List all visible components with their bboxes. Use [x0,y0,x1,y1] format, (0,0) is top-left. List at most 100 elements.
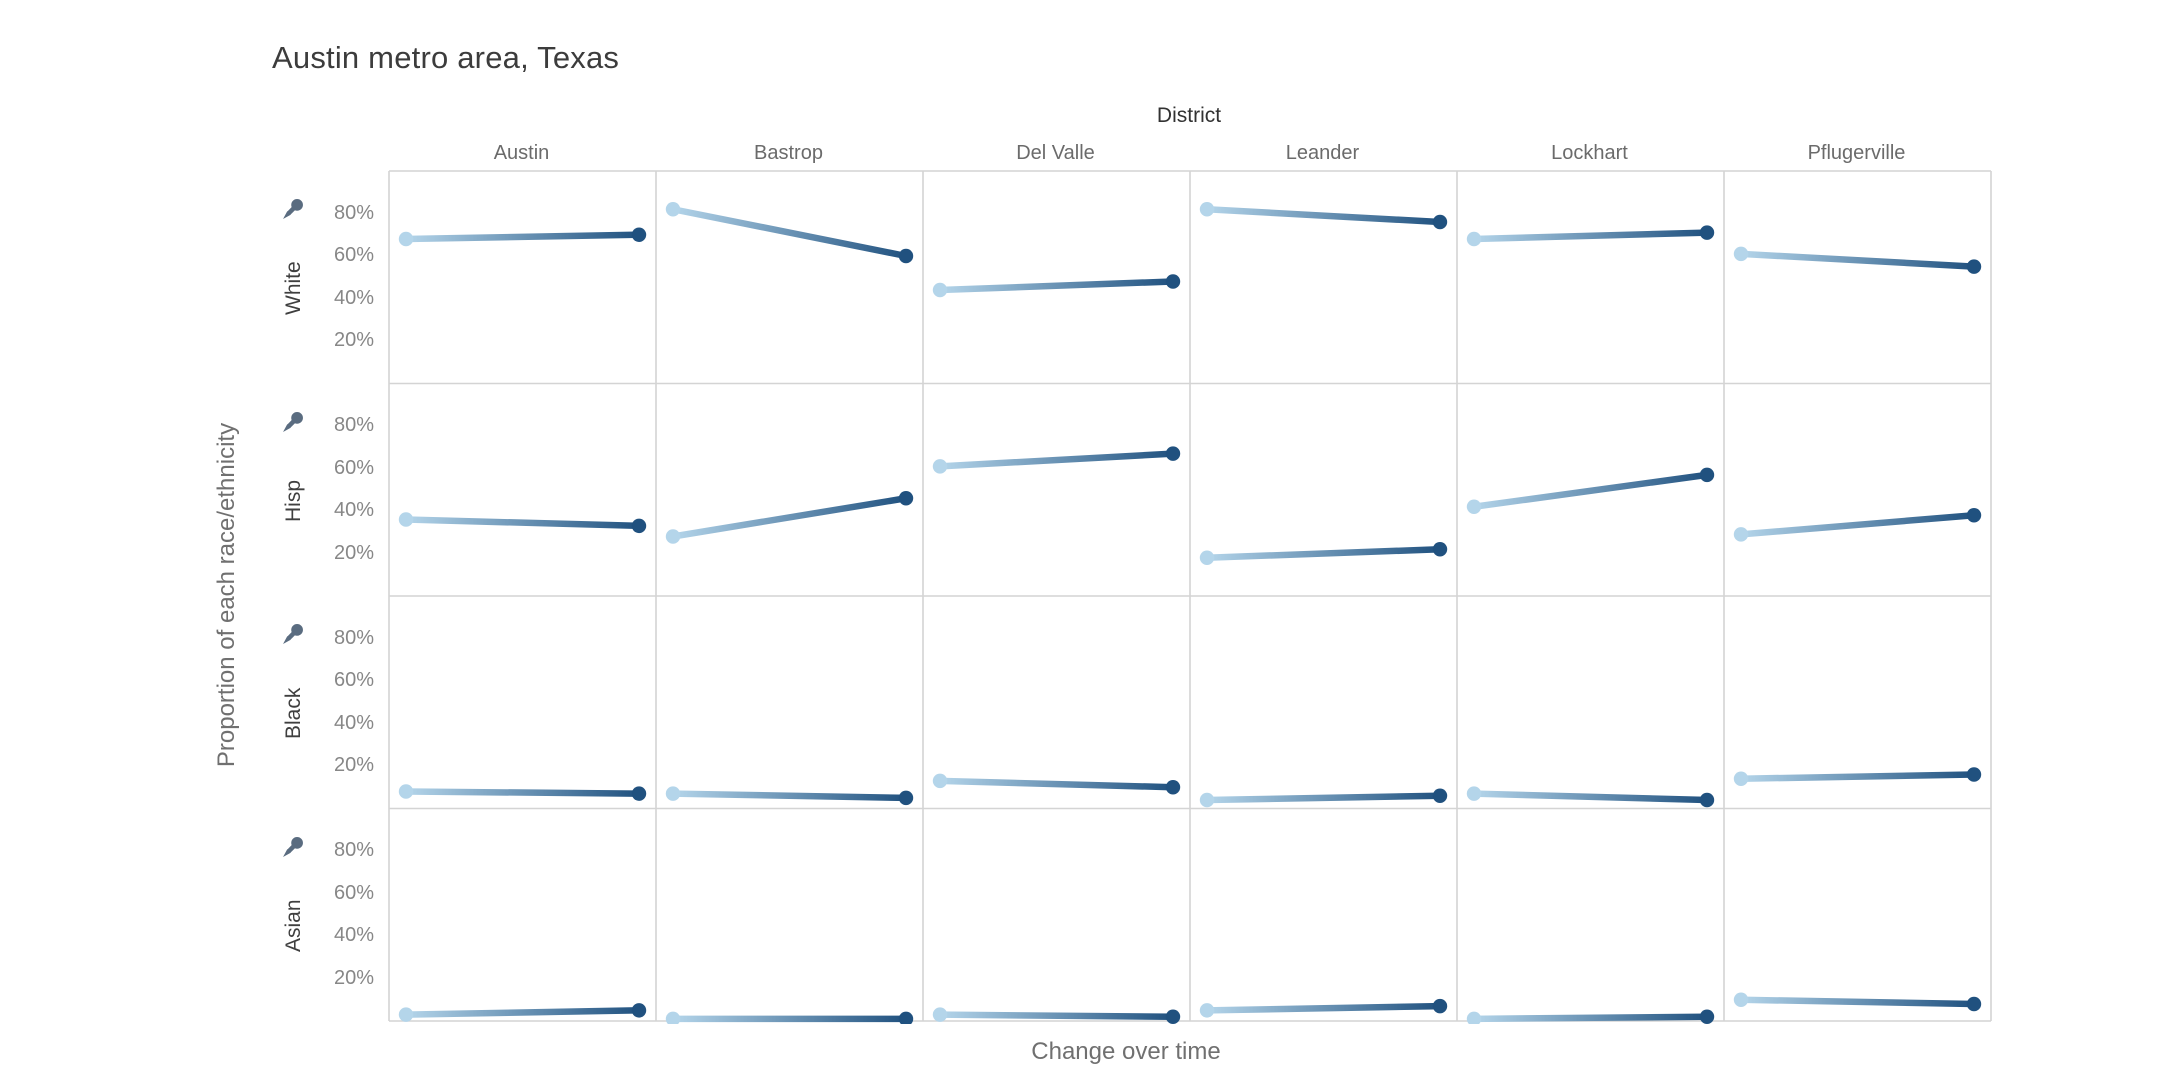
trend-line[interactable] [1737,512,1978,538]
trend-mark-white-del-valle[interactable] [932,274,1181,298]
start-point[interactable] [665,786,681,801]
trend-line[interactable] [1203,546,1444,561]
trend-line[interactable] [1470,471,1711,510]
trend-mark-white-lockhart[interactable] [1466,225,1715,247]
trend-line[interactable] [1203,792,1444,804]
end-point[interactable] [898,1011,914,1024]
end-point[interactable] [631,227,647,242]
end-point[interactable] [1165,446,1181,461]
start-point[interactable] [1733,246,1749,262]
trend-mark-black-bastrop[interactable] [665,786,914,806]
end-point[interactable] [1165,274,1181,289]
start-point[interactable] [932,773,948,789]
end-point[interactable] [631,518,647,534]
trend-mark-hisp-bastrop[interactable] [665,491,914,544]
end-point[interactable] [898,248,914,264]
start-point[interactable] [1199,202,1215,217]
end-point[interactable] [1966,508,1982,523]
trend-mark-hisp-del-valle[interactable] [932,446,1181,474]
trend-line[interactable] [669,495,910,540]
start-point[interactable] [665,202,681,217]
trend-mark-asian-bastrop[interactable] [665,1011,914,1024]
end-point[interactable] [1432,542,1448,557]
trend-mark-black-leander[interactable] [1199,788,1448,808]
row-label-black: Black [282,687,305,739]
pin-icon[interactable] [276,194,308,226]
trend-line[interactable] [402,1007,643,1018]
end-point[interactable] [898,790,914,806]
trend-mark-asian-leander[interactable] [1199,998,1448,1018]
trend-line[interactable] [1203,206,1444,226]
start-point[interactable] [398,231,414,247]
trend-mark-asian-pflugerville[interactable] [1733,992,1982,1012]
end-point[interactable] [1966,996,1982,1012]
trend-line[interactable] [402,231,643,243]
start-point[interactable] [1199,792,1215,808]
trend-mark-white-bastrop[interactable] [665,202,914,264]
start-point[interactable] [1733,992,1749,1007]
pin-icon[interactable] [276,832,308,864]
trend-line[interactable] [1737,771,1978,782]
trend-line[interactable] [402,788,643,797]
trend-mark-hisp-austin[interactable] [398,512,647,534]
start-point[interactable] [1466,1011,1482,1024]
trend-line[interactable] [1470,1013,1711,1023]
trend-mark-white-pflugerville[interactable] [1733,246,1982,274]
start-point[interactable] [932,282,948,298]
start-point[interactable] [398,784,414,799]
end-point[interactable] [631,1003,647,1018]
end-point[interactable] [631,786,647,801]
trend-line[interactable] [1470,790,1711,804]
pin-icon[interactable] [276,619,308,651]
end-point[interactable] [1165,1009,1181,1024]
trend-mark-hisp-lockhart[interactable] [1466,467,1715,514]
trend-line[interactable] [936,1011,1177,1020]
trend-line[interactable] [1737,250,1978,270]
trend-line[interactable] [669,790,910,802]
trend-line[interactable] [1203,1002,1444,1014]
start-point[interactable] [932,459,948,474]
end-point[interactable] [1699,467,1715,483]
trend-mark-black-del-valle[interactable] [932,773,1181,795]
trend-mark-asian-del-valle[interactable] [932,1007,1181,1024]
trend-mark-white-austin[interactable] [398,227,647,247]
end-point[interactable] [1165,780,1181,795]
end-point[interactable] [1966,767,1982,782]
trend-mark-black-lockhart[interactable] [1466,786,1715,808]
end-point[interactable] [1699,792,1715,808]
start-point[interactable] [932,1007,948,1022]
start-point[interactable] [1733,771,1749,786]
trend-mark-black-pflugerville[interactable] [1733,767,1982,786]
end-point[interactable] [1699,225,1715,240]
trend-mark-black-austin[interactable] [398,784,647,801]
end-point[interactable] [898,491,914,506]
trend-line[interactable] [936,450,1177,470]
trend-line[interactable] [402,516,643,530]
trend-mark-hisp-leander[interactable] [1199,542,1448,565]
start-point[interactable] [1199,550,1215,565]
trend-mark-white-leander[interactable] [1199,202,1448,230]
start-point[interactable] [1466,786,1482,801]
trend-mark-hisp-pflugerville[interactable] [1733,508,1982,542]
trend-mark-asian-austin[interactable] [398,1003,647,1022]
start-point[interactable] [1199,1003,1215,1018]
pin-icon[interactable] [276,407,308,439]
trend-line[interactable] [669,206,910,260]
start-point[interactable] [665,529,681,544]
start-point[interactable] [398,1007,414,1022]
trend-line[interactable] [1737,996,1978,1008]
end-point[interactable] [1432,788,1448,803]
start-point[interactable] [1466,499,1482,514]
start-point[interactable] [665,1011,681,1024]
start-point[interactable] [1733,527,1749,542]
trend-mark-asian-lockhart[interactable] [1466,1009,1715,1024]
trend-line[interactable] [936,278,1177,294]
trend-line[interactable] [936,777,1177,791]
start-point[interactable] [1466,231,1482,247]
start-point[interactable] [398,512,414,527]
end-point[interactable] [1966,259,1982,274]
end-point[interactable] [1432,214,1448,230]
trend-line[interactable] [1470,229,1711,243]
end-point[interactable] [1699,1009,1715,1024]
end-point[interactable] [1432,998,1448,1014]
